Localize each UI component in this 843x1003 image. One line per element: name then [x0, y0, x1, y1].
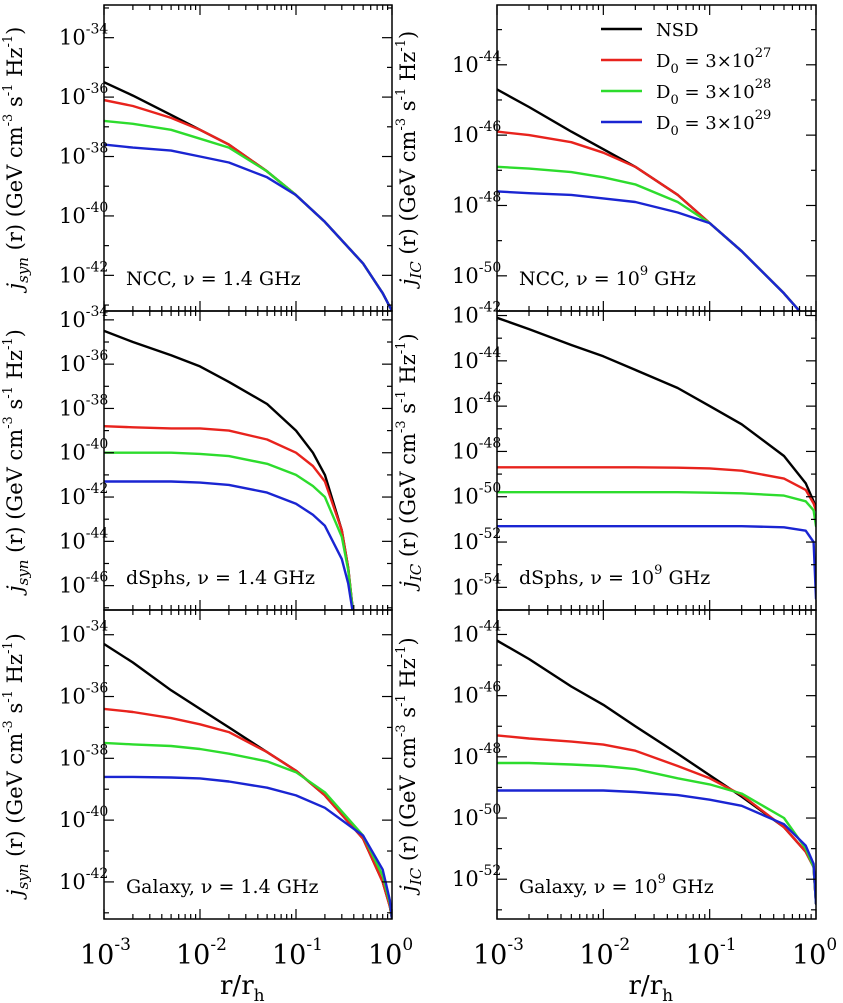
series-line-d0-3x10-29	[104, 775, 392, 919]
panel-frame	[103, 609, 393, 920]
y-tick-label: 10-44	[452, 49, 501, 77]
panel-ncc-ic: 10-44 10-46 10-48 10-50 jIC (r) (GeV cm-3 s-…	[394, 4, 817, 312]
panel-label: dSphs, ν = 1.4 GHz	[126, 567, 315, 589]
y-tick-label: 10-48	[452, 189, 501, 217]
y-tick-label: 10-52	[452, 526, 501, 554]
series-line-d0-3x10-28	[104, 451, 354, 610]
x-axis-title: r/rh	[629, 971, 674, 1003]
series-line-d0-3x10-29	[497, 190, 802, 311]
y-tick-label: 10-46	[452, 390, 501, 418]
y-tick-label: 10-42	[59, 259, 108, 287]
y-tick-label: 10-34	[59, 22, 108, 50]
y-tick-label: 10-34	[59, 619, 108, 647]
panel-galaxy-ic: 10-44 10-46 10-48 10-50 10-52 jIC (r) (GeV cm…	[394, 609, 837, 1003]
curves	[104, 642, 392, 919]
y-tick-label: 10-44	[452, 345, 501, 373]
y-tick-label: 10-46	[452, 119, 501, 147]
series-line-d0-3x10-29	[497, 789, 816, 905]
y-tick-label: 10-38	[59, 141, 108, 169]
x-tick-label: 10-2	[579, 935, 630, 971]
series-line-d0-3x10-27	[497, 466, 816, 512]
series-line-d0-3x10-28	[104, 741, 392, 919]
series-line-d0-3x10-29	[497, 525, 816, 600]
curves	[497, 316, 816, 600]
curves	[104, 329, 355, 610]
panel-label: NCC, ν = 109 GHz	[519, 264, 696, 290]
y-tick-label: 10-48	[452, 741, 501, 769]
y-tick-label: 10-42	[59, 481, 108, 509]
y-tick-label: 10-46	[452, 680, 501, 708]
legend-label: D0 = 3×1028	[656, 77, 771, 108]
y-tick-label: 10-36	[59, 681, 108, 709]
x-tick-label: 10-1	[272, 935, 323, 971]
y-tick-label: 10-36	[59, 81, 108, 109]
legend-label: D0 = 3×1029	[656, 108, 771, 139]
series-line-nsd	[497, 639, 816, 905]
legend-label: D0 = 3×1027	[656, 46, 771, 77]
series-line-d0-3x10-27	[104, 707, 392, 919]
y-axis-title: jIC (r) (GeV cm-3 s-1 Hz-1)	[394, 333, 425, 591]
y-tick-label: 10-38	[59, 742, 108, 770]
y-tick-label: 10-42	[59, 866, 108, 894]
x-tick-label: 10-3	[80, 935, 131, 971]
y-tick-label: 10-46	[59, 570, 108, 598]
panel-dsphs-syn: 10-34 10-36 10-38 10-40 10-42 10-44 10-46 jsyn …	[1, 304, 393, 611]
x-tick-label: 100	[368, 935, 413, 971]
series-line-nsd	[497, 316, 816, 510]
y-tick-label: 10-40	[59, 200, 108, 228]
x-axis-title: r/rh	[220, 971, 265, 1003]
y-tick-label: 10-36	[59, 348, 108, 376]
y-tick-label: 10-48	[452, 435, 501, 463]
series-line-d0-3x10-28	[497, 165, 802, 311]
panel-galaxy-syn: 10-34 10-36 10-38 10-40 10-42 jsyn (r) (GeV c…	[1, 609, 413, 1003]
series-line-d0-3x10-27	[497, 130, 802, 311]
y-tick-label: 10-42	[452, 300, 501, 328]
y-tick-label: 10-34	[59, 304, 108, 332]
y-tick-label: 10-38	[59, 392, 108, 420]
y-axis-title: jsyn (r) (GeV cm-3 s-1 Hz-1)	[1, 27, 32, 294]
series-line-d0-3x10-29	[104, 143, 392, 311]
legend-label: NSD	[656, 20, 699, 41]
panel-label: dSphs, ν = 109 GHz	[519, 563, 710, 589]
y-tick-label: 10-44	[59, 525, 108, 553]
series-line-d0-3x10-29	[104, 480, 354, 610]
y-tick-label: 10-44	[452, 618, 501, 646]
x-tick-label: 10-2	[176, 935, 227, 971]
y-tick-label: 10-52	[452, 863, 501, 891]
y-tick-label: 10-50	[452, 802, 501, 830]
y-tick-label: 10-50	[452, 260, 501, 288]
curves	[104, 81, 392, 311]
x-tick-label: 10-1	[686, 935, 737, 971]
panel-dsphs-ic: 10-42 10-44 10-46 10-48 10-50 10-52 10-54 jIC (…	[394, 300, 817, 611]
y-axis-title: jsyn (r) (GeV cm-3 s-1 Hz-1)	[1, 633, 32, 900]
panel-frame	[496, 609, 817, 920]
x-tick-label: 10-3	[473, 935, 524, 971]
y-tick-label: 10-40	[59, 804, 108, 832]
panel-label: NCC, ν = 1.4 GHz	[126, 268, 301, 290]
curves	[497, 88, 802, 311]
curves	[497, 639, 816, 905]
y-tick-label: 10-54	[452, 571, 501, 599]
x-tick-label: 100	[792, 935, 837, 971]
y-axis-title: jsyn (r) (GeV cm-3 s-1 Hz-1)	[1, 329, 32, 596]
panel-ncc-syn: 10-34 10-36 10-38 10-40 10-42 jsyn (r) (GeV c…	[1, 4, 393, 312]
panel-label: Galaxy, ν = 1.4 GHz	[126, 876, 318, 898]
series-line-d0-3x10-28	[497, 491, 816, 528]
y-tick-label: 10-40	[59, 437, 108, 465]
y-tick-label: 10-50	[452, 481, 501, 509]
y-axis-title: jIC (r) (GeV cm-3 s-1 Hz-1)	[394, 31, 425, 289]
y-axis-title: jIC (r) (GeV cm-3 s-1 Hz-1)	[394, 637, 425, 895]
panel-label: Galaxy, ν = 109 GHz	[519, 872, 714, 898]
